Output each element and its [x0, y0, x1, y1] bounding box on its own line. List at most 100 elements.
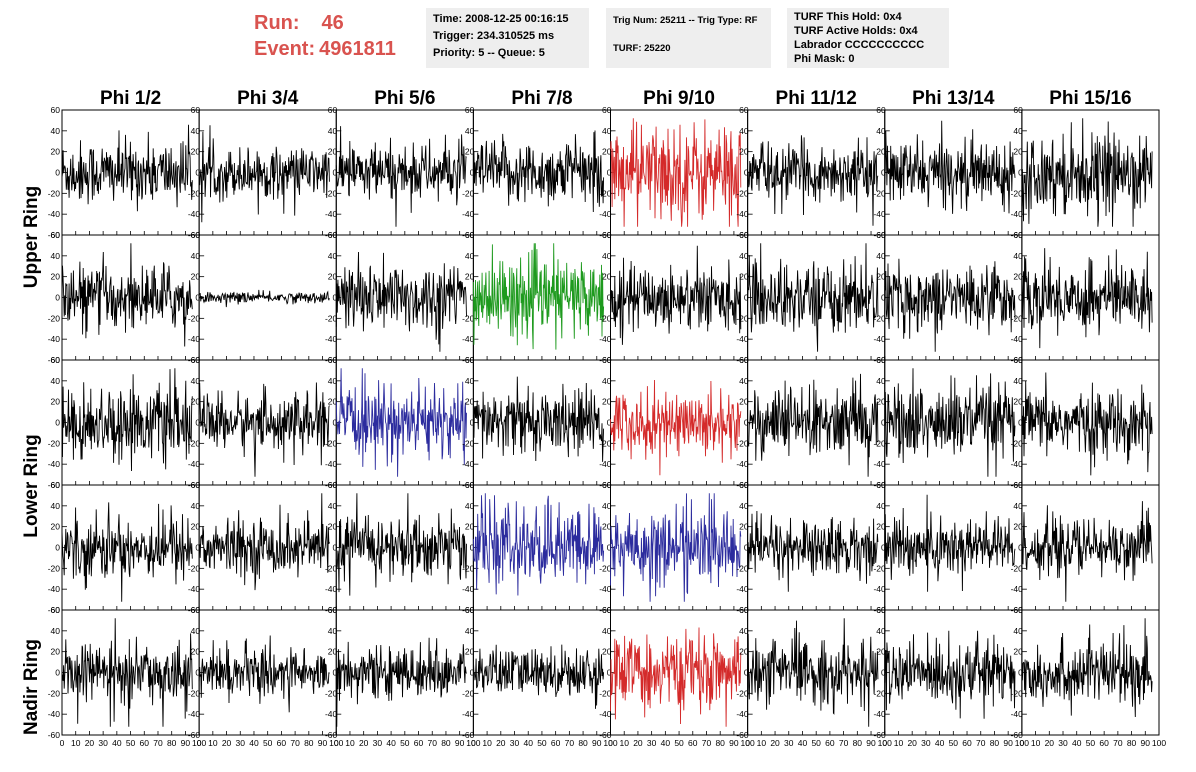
y-tick-label: -40: [48, 334, 61, 344]
y-tick-label: 60: [739, 105, 749, 115]
y-tick-label: 60: [191, 480, 201, 490]
x-tick-label: 0: [882, 738, 887, 748]
run-label: Run:: [254, 12, 300, 34]
y-tick-label: 40: [602, 501, 612, 511]
x-tick-label: 0: [608, 738, 613, 748]
y-tick-label: -20: [599, 313, 612, 323]
waveform-trace-r3-c5: [610, 379, 742, 476]
y-tick-label: 0: [333, 293, 338, 303]
y-tick-label: -20: [48, 438, 61, 448]
column-header-2: Phi 3/4: [237, 88, 299, 109]
y-tick-label: 60: [602, 480, 612, 490]
y-tick-label: 40: [602, 126, 612, 136]
y-tick-label: -40: [48, 459, 61, 469]
y-tick-label: -40: [325, 334, 338, 344]
y-tick-label: -20: [188, 438, 201, 448]
x-tick-label: 50: [1086, 738, 1096, 748]
x-tick-label: 50: [949, 738, 959, 748]
y-tick-label: -40: [736, 709, 749, 719]
y-tick-label: -40: [462, 334, 475, 344]
x-tick-label: 20: [496, 738, 506, 748]
x-tick-label: 100: [1152, 738, 1166, 748]
y-tick-label: 40: [191, 626, 201, 636]
y-tick-label: -40: [1011, 459, 1024, 469]
y-tick-label: 40: [876, 126, 886, 136]
y-tick-label: -60: [48, 355, 61, 365]
y-tick-label: 20: [876, 272, 886, 282]
x-tick-label: 40: [935, 738, 945, 748]
event-label: Event:: [254, 38, 316, 60]
x-tick-label: 100: [192, 738, 206, 748]
y-tick-label: 20: [51, 272, 61, 282]
x-tick-label: 0: [1020, 738, 1025, 748]
y-tick-label: -20: [462, 188, 475, 198]
waveform-trace-r5-c6: [747, 618, 879, 727]
y-tick-label: 0: [881, 668, 886, 678]
y-tick-label: 60: [876, 355, 886, 365]
y-tick-label: 0: [744, 293, 749, 303]
waveform-trace-r4-c1: [61, 502, 193, 602]
y-tick-label: -40: [188, 709, 201, 719]
x-tick-label: 90: [1141, 738, 1151, 748]
x-tick-label: 90: [181, 738, 191, 748]
y-tick-label: 20: [876, 147, 886, 157]
y-tick-label: 20: [328, 147, 338, 157]
waveform-trace-r5-c7: [884, 630, 1016, 719]
y-tick-label: -60: [48, 230, 61, 240]
x-tick-label: 10: [757, 738, 767, 748]
x-tick-label: 80: [441, 738, 451, 748]
x-tick-label: 70: [428, 738, 438, 748]
column-header-7: Phi 13/14: [912, 88, 995, 109]
y-tick-label: 40: [328, 376, 338, 386]
y-tick-label: 40: [51, 126, 61, 136]
y-tick-label: 20: [51, 647, 61, 657]
y-tick-label: 0: [470, 668, 475, 678]
panel-frame-r1-c2: [198, 109, 337, 236]
x-tick-label: 40: [1072, 738, 1082, 748]
y-tick-label: -20: [188, 188, 201, 198]
y-tick-label: -20: [462, 313, 475, 323]
y-tick-label: 0: [607, 418, 612, 428]
y-tick-label: -40: [873, 584, 886, 594]
x-tick-label: 20: [770, 738, 780, 748]
waveform-trace-r3-c1: [61, 368, 193, 472]
x-tick-label: 60: [140, 738, 150, 748]
y-tick-label: 0: [470, 418, 475, 428]
y-tick-label: 20: [465, 522, 475, 532]
y-tick-label: 40: [465, 626, 475, 636]
trig-num-text: Trig Num: 25211 -- Trig Type: RF: [613, 15, 758, 26]
x-tick-label: 20: [633, 738, 643, 748]
waveform-trace-r4-c5: [610, 493, 742, 602]
y-tick-label: 0: [470, 543, 475, 553]
time-text: Time: 2008-12-25 00:16:15: [433, 13, 569, 25]
x-tick-label: 70: [153, 738, 163, 748]
y-tick-label: 0: [195, 543, 200, 553]
x-tick-label: 70: [702, 738, 712, 748]
y-tick-label: 40: [739, 126, 749, 136]
waveform-trace-r4-c8: [1021, 501, 1153, 602]
y-tick-label: 40: [51, 376, 61, 386]
y-tick-label: -20: [873, 688, 886, 698]
x-tick-label: 10: [71, 738, 81, 748]
y-tick-label: -20: [736, 438, 749, 448]
y-tick-label: -40: [325, 584, 338, 594]
y-tick-label: 60: [1013, 355, 1023, 365]
waveform-trace-r1-c4: [472, 130, 605, 213]
x-tick-label: 30: [373, 738, 383, 748]
y-tick-label: 20: [328, 647, 338, 657]
waveform-trace-r2-c1: [61, 243, 193, 347]
y-tick-label: -20: [325, 188, 338, 198]
x-tick-label: 70: [290, 738, 300, 748]
waveform-trace-r3-c6: [747, 373, 879, 477]
y-tick-label: -20: [736, 313, 749, 323]
y-tick-label: 20: [191, 272, 201, 282]
y-tick-label: 20: [191, 522, 201, 532]
y-tick-label: 0: [744, 168, 749, 178]
y-tick-label: -20: [599, 188, 612, 198]
y-tick-label: 0: [55, 418, 60, 428]
y-tick-label: -40: [188, 459, 201, 469]
waveform-trace-r1-c7: [884, 120, 1016, 214]
y-tick-label: -40: [1011, 209, 1024, 219]
y-tick-label: -40: [1011, 584, 1024, 594]
x-tick-label: 30: [236, 738, 246, 748]
